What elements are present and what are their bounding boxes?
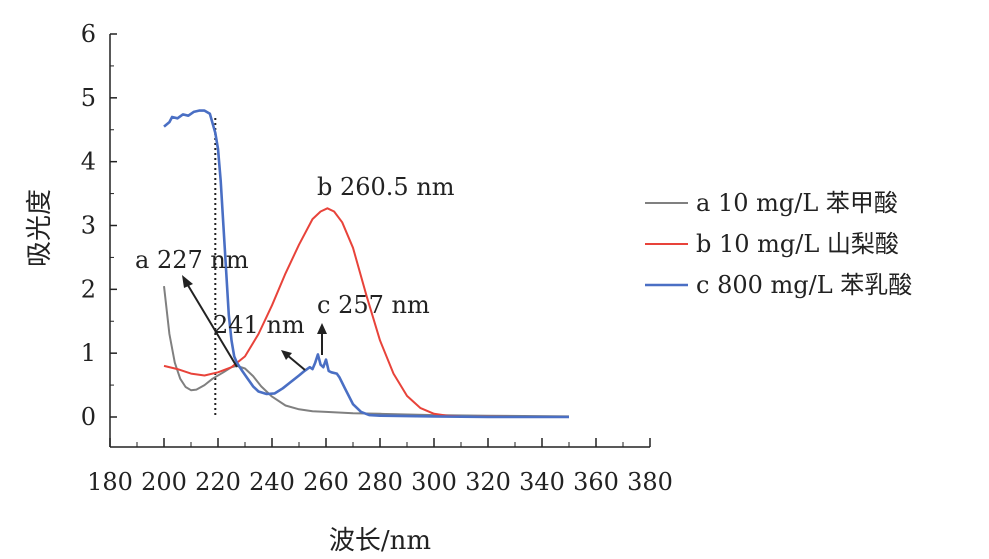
annotation-a-arrowhead [182,275,193,288]
annotation-241-arrowhead [281,350,292,360]
y-tick-label: 6 [81,20,96,48]
annotation-a-arrow [185,281,238,368]
y-tick-label: 2 [81,275,96,303]
annotation-241-arrow [286,354,306,371]
series-layer [163,109,570,419]
annotation-241-label: 241 nm [213,311,305,339]
x-tick-label: 380 [627,468,673,496]
annotation-c-label: c 257 nm [317,291,430,319]
legend: a 10 mg/L 苯甲酸 b 10 mg/L 山梨酸 c 800 mg/L 苯… [645,189,912,299]
x-tick-label: 340 [519,468,565,496]
annotation-c-arrowhead [317,323,327,334]
annotations: b 260.5 nm a 227 nm 241 nm c 257 nm [135,173,455,371]
annotation-b-label: b 260.5 nm [317,173,455,201]
legend-label-c: c 800 mg/L 苯乳酸 [696,271,912,299]
x-axis-title: 波长/nm [329,526,431,556]
x-tick-label: 320 [465,468,511,496]
legend-label-a: a 10 mg/L 苯甲酸 [696,189,898,217]
legend-label-b: b 10 mg/L 山梨酸 [696,230,899,258]
x-tick-label: 200 [141,468,187,496]
y-tick-label: 1 [81,339,96,367]
x-tick-label: 360 [573,468,619,496]
annotation-a-label: a 227 nm [135,246,249,274]
y-axis-title: 吸光度 [25,189,55,267]
x-tick-label: 180 [87,468,133,496]
y-tick-label: 4 [81,148,96,176]
y-tick-label: 5 [81,84,96,112]
x-tick-label: 220 [195,468,241,496]
axes: 0 1 2 3 4 5 6 180 200 220 240 260 280 300 320 340 360 380 [81,20,673,496]
x-tick-label: 260 [303,468,349,496]
x-tick-label: 280 [357,468,403,496]
series-a-line [163,285,570,418]
series-b-line [163,207,569,418]
series-c-line [163,109,569,419]
x-tick-label: 240 [249,468,295,496]
y-tick-label: 3 [81,212,96,240]
x-tick-label: 300 [411,468,457,496]
y-tick-label: 0 [81,403,96,431]
